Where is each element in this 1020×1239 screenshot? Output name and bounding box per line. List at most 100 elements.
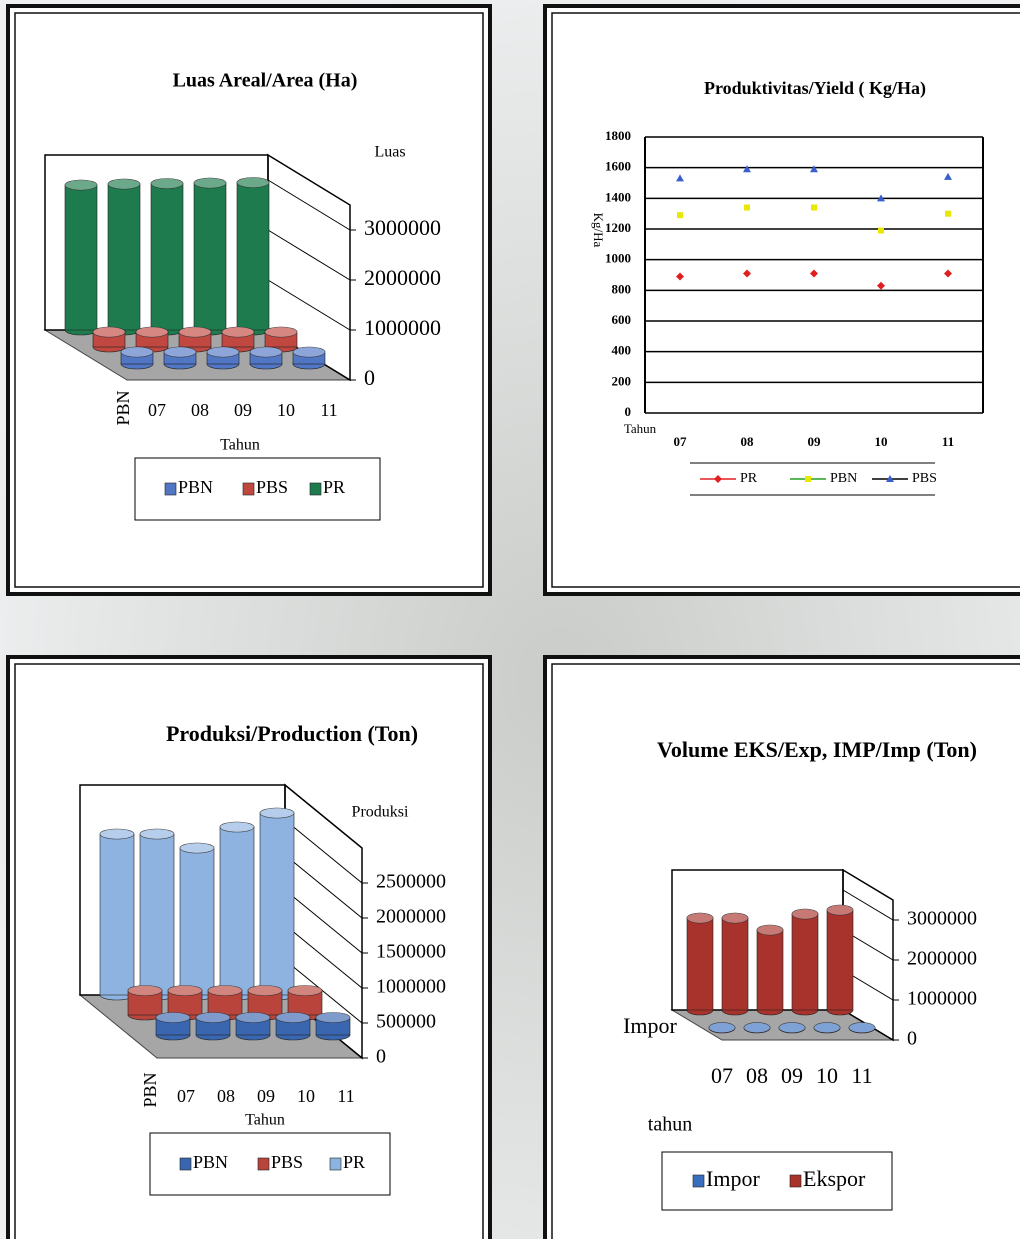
bar-top-shine: [65, 180, 97, 190]
bar-top: [207, 985, 243, 996]
bar: [848, 1022, 876, 1034]
bar-top: [778, 1022, 806, 1033]
bar-top: [120, 346, 154, 358]
bar-top-shine: [814, 1022, 840, 1033]
y-axis-title: Kg/Ha: [591, 213, 606, 248]
legend-label: PBS: [271, 1152, 303, 1172]
y-tick-label: 2000000: [376, 906, 446, 928]
bar-body: [259, 812, 295, 996]
bar: [179, 842, 215, 1001]
bar-body: [179, 847, 215, 996]
x-tick-label: 10: [297, 1086, 315, 1106]
bar-body: [219, 826, 255, 996]
bar-top-shine: [792, 909, 818, 919]
x-tick-label: 10: [875, 434, 888, 449]
y-tick-label: 2000000: [907, 948, 977, 970]
bar-top: [708, 1022, 736, 1033]
bar: [195, 1012, 231, 1041]
bar-top: [64, 179, 98, 191]
marker: [743, 165, 751, 173]
legend-label: PBN: [830, 471, 857, 486]
bar-top: [236, 177, 270, 188]
x-tick-label: 09: [257, 1086, 275, 1106]
legend-label: PR: [343, 1152, 365, 1172]
panel: [543, 4, 1020, 596]
legend-label: PBS: [912, 471, 937, 486]
marker: [877, 194, 885, 202]
bar-top: [178, 326, 212, 338]
bar-top-shine: [93, 327, 125, 337]
marker: [714, 475, 722, 483]
bar-body: [150, 183, 184, 331]
y-tick-label: 1800: [605, 128, 631, 143]
grid-line: [284, 854, 363, 919]
y-tick-label: 1000000: [376, 976, 446, 998]
bar-top-shine: [709, 1022, 735, 1033]
x-axis-title: tahun: [648, 1114, 692, 1136]
bar-top-shine: [288, 985, 322, 996]
legend-swatch: [179, 1157, 192, 1171]
bar-top: [193, 177, 227, 189]
bar-top-shine: [168, 985, 202, 996]
bar-top-shine: [151, 178, 183, 189]
bar-top-shine: [196, 1012, 230, 1023]
bar: [193, 177, 227, 336]
bar-top-shine: [260, 808, 294, 818]
grid-line: [267, 179, 351, 231]
bar-top: [686, 912, 714, 924]
grid-line: [284, 924, 363, 989]
bar: [791, 908, 819, 1016]
grid-line: [267, 279, 351, 331]
bar-top-shine: [220, 822, 254, 832]
bar-top: [135, 326, 169, 338]
bar-body: [791, 913, 819, 1011]
bar: [99, 828, 135, 1001]
marker: [877, 281, 885, 290]
x-tick-label: 10: [816, 1063, 838, 1088]
chart-title: Volume EKS/Exp, IMP/Imp (Ton): [657, 737, 977, 762]
grid-line: [842, 889, 894, 921]
x-tick-label: 09: [808, 434, 822, 449]
bar-top-shine: [779, 1022, 805, 1033]
y-tick-label: 400: [612, 343, 632, 358]
depth-label: Impor: [623, 1013, 677, 1038]
marker: [886, 475, 894, 482]
bar-top: [721, 912, 749, 924]
y-tick-label: 2000000: [364, 265, 441, 290]
legend-label: PBN: [178, 477, 213, 497]
bar-top: [235, 1012, 271, 1023]
bar-top-shine: [265, 327, 297, 337]
bar-top: [99, 828, 135, 840]
bar-top: [826, 904, 854, 916]
bar-body: [721, 917, 749, 1011]
bar-top: [848, 1022, 876, 1033]
legend-label: Impor: [706, 1166, 760, 1191]
x-tick-label: 07: [711, 1063, 733, 1088]
bar-top-shine: [237, 177, 269, 188]
y-tick-label: 3000000: [907, 908, 977, 930]
panel-frame: [543, 4, 1020, 596]
bar-top: [179, 842, 215, 854]
x-tick-label: 11: [942, 434, 954, 449]
bar-top: [127, 985, 163, 996]
bar-top-shine: [849, 1022, 875, 1033]
legend-label: PBN: [193, 1152, 228, 1172]
bar: [686, 912, 714, 1016]
y-tick-label: 1400: [605, 189, 631, 204]
bar-top: [92, 326, 126, 338]
y-tick-label: 1000000: [907, 988, 977, 1010]
y-tick-label: 0: [625, 404, 632, 419]
bar-top-shine: [164, 347, 196, 357]
bar-top-shine: [108, 179, 140, 189]
bar-top: [150, 178, 184, 189]
bar: [708, 1022, 736, 1034]
bar: [139, 828, 175, 1001]
bar-top-shine: [136, 327, 168, 337]
bar: [235, 1012, 271, 1041]
marker: [743, 269, 751, 278]
y-tick-label: 1200: [605, 220, 631, 235]
y-tick-label: 200: [612, 373, 632, 388]
marker: [677, 212, 683, 219]
legend-swatch: [309, 482, 322, 496]
